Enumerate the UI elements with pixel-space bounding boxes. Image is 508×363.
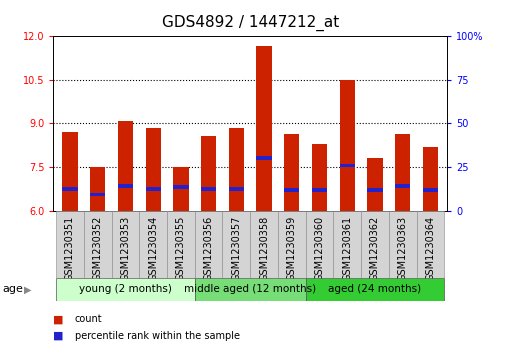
Text: GSM1230361: GSM1230361 <box>342 216 352 281</box>
Text: GSM1230353: GSM1230353 <box>120 216 131 281</box>
Text: GSM1230360: GSM1230360 <box>314 216 325 281</box>
Text: percentile rank within the sample: percentile rank within the sample <box>75 331 240 341</box>
Bar <box>173 185 188 189</box>
Bar <box>312 188 327 192</box>
Bar <box>367 158 383 211</box>
Bar <box>56 278 195 301</box>
Text: GSM1230351: GSM1230351 <box>65 216 75 281</box>
Bar <box>90 167 105 211</box>
Text: GSM1230355: GSM1230355 <box>176 216 186 281</box>
Bar <box>278 211 306 278</box>
Text: GSM1230352: GSM1230352 <box>92 216 103 281</box>
Bar <box>145 187 161 191</box>
Text: GSM1230363: GSM1230363 <box>398 216 408 281</box>
Text: GSM1230364: GSM1230364 <box>425 216 435 281</box>
Bar <box>284 134 299 211</box>
Bar <box>223 211 250 278</box>
Text: aged (24 months): aged (24 months) <box>328 285 422 294</box>
Bar <box>361 211 389 278</box>
Text: GSM1230362: GSM1230362 <box>370 216 380 281</box>
Text: ■: ■ <box>53 314 64 325</box>
Bar <box>90 193 105 196</box>
Bar <box>389 211 417 278</box>
Text: GSM1230359: GSM1230359 <box>287 216 297 281</box>
Text: ▶: ▶ <box>24 285 32 294</box>
Bar <box>139 211 167 278</box>
Bar <box>145 128 161 211</box>
Bar <box>118 184 133 188</box>
Bar <box>118 121 133 211</box>
Bar <box>257 156 272 160</box>
Bar <box>340 80 355 211</box>
Bar <box>367 188 383 192</box>
Bar <box>201 187 216 191</box>
Bar <box>62 187 78 191</box>
Bar <box>56 211 84 278</box>
Bar <box>417 211 444 278</box>
Bar <box>173 167 188 211</box>
Text: middle aged (12 months): middle aged (12 months) <box>184 285 316 294</box>
Text: young (2 months): young (2 months) <box>79 285 172 294</box>
Text: count: count <box>75 314 102 325</box>
Bar <box>229 128 244 211</box>
Bar <box>112 211 139 278</box>
Bar <box>229 187 244 191</box>
Bar <box>333 211 361 278</box>
Bar <box>84 211 112 278</box>
Bar <box>284 188 299 192</box>
Text: age: age <box>3 285 23 294</box>
Bar <box>201 136 216 211</box>
Bar <box>423 188 438 192</box>
Bar <box>167 211 195 278</box>
Text: GDS4892 / 1447212_at: GDS4892 / 1447212_at <box>162 15 339 31</box>
Bar <box>250 211 278 278</box>
Bar <box>312 144 327 211</box>
Text: GSM1230358: GSM1230358 <box>259 216 269 281</box>
Bar <box>306 278 444 301</box>
Text: ■: ■ <box>53 331 64 341</box>
Bar <box>306 211 333 278</box>
Bar <box>395 134 410 211</box>
Text: GSM1230357: GSM1230357 <box>231 216 241 281</box>
Bar <box>340 164 355 167</box>
Bar <box>195 211 223 278</box>
Bar <box>395 184 410 188</box>
Bar <box>257 46 272 211</box>
Text: GSM1230356: GSM1230356 <box>204 216 213 281</box>
Text: GSM1230354: GSM1230354 <box>148 216 158 281</box>
Bar <box>423 147 438 211</box>
Bar <box>195 278 306 301</box>
Bar <box>62 132 78 211</box>
